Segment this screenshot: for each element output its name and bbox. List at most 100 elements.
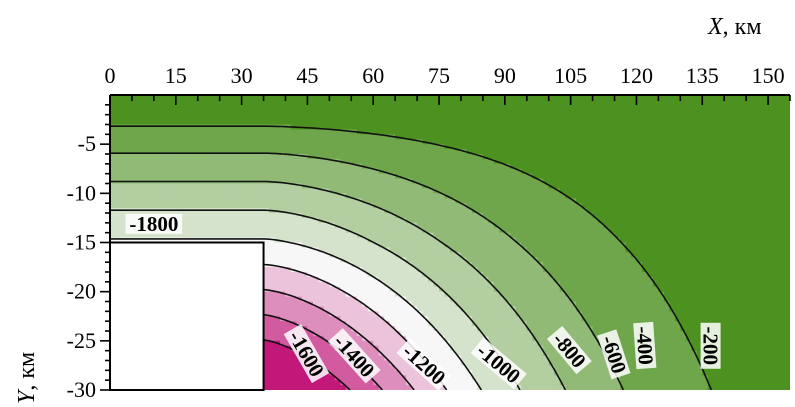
contour-fill-cell [356, 380, 363, 386]
contour-fill-cell [477, 380, 484, 386]
contour-fill-cell [318, 149, 325, 155]
contour-fill-cell [526, 242, 533, 249]
contour-fill-cell [526, 193, 533, 199]
contour-fill-cell [340, 252, 347, 258]
contour-fill-cell [345, 158, 352, 165]
contour-fill-cell [395, 188, 402, 194]
contour-fill-cell [301, 119, 309, 126]
contour-fill-cell [477, 267, 484, 273]
contour-fill-cell [450, 144, 457, 150]
contour-fill-cell [471, 129, 479, 135]
contour-fill-cell [378, 257, 385, 263]
contour-fill-cell [203, 99, 210, 106]
contour-fill-cell [164, 163, 171, 170]
contour-fill-cell [477, 247, 484, 253]
contour-fill-cell [422, 168, 429, 175]
contour-fill-cell [417, 286, 424, 293]
contour-fill-cell [378, 237, 385, 244]
contour-fill-cell [307, 104, 314, 111]
contour-fill-cell [241, 99, 248, 106]
contour-fill-cell [504, 291, 511, 298]
contour-fill-cell [515, 252, 522, 258]
contour-fill-cell [274, 360, 281, 367]
contour-fill-cell [120, 124, 128, 131]
contour-fill-cell [411, 124, 418, 131]
contour-fill-cell [252, 134, 259, 140]
contour-fill-cell [263, 247, 270, 253]
contour-fill-cell [406, 272, 413, 278]
contour-fill-cell [400, 208, 407, 214]
contour-fill-cell [296, 370, 303, 376]
contour-fill-cell [318, 109, 325, 116]
contour-fill-cell [499, 335, 506, 342]
contour-fill-cell [285, 163, 292, 170]
contour-fill-cell [164, 203, 171, 209]
contour-fill-cell [433, 262, 440, 268]
contour-fill-cell [263, 296, 270, 303]
contour-fill-cell [488, 252, 495, 258]
contour-fill-cell [537, 296, 544, 303]
contour-fill-cell [521, 380, 528, 386]
contour-fill-cell [362, 321, 369, 327]
contour-fill-cell [351, 316, 358, 322]
contour-fill-cell [433, 124, 440, 131]
contour-fill-cell [455, 149, 462, 155]
contour-fill-cell [504, 340, 511, 347]
contour-fill-cell [400, 188, 407, 194]
contour-fill-cell [290, 154, 298, 160]
contour-fill-cell [433, 109, 440, 116]
contour-fill-cell [170, 144, 177, 150]
contour-fill-cell [373, 109, 380, 116]
contour-fill-cell [460, 104, 468, 111]
contour-fill-cell [164, 237, 171, 244]
contour-fill-cell [510, 311, 517, 317]
contour-fill-cell [499, 232, 506, 239]
contour-fill-cell [312, 262, 319, 268]
contour-fill-cell [554, 296, 561, 303]
contour-fill-cell [186, 154, 193, 160]
contour-fill-cell [290, 301, 298, 308]
contour-fill-cell [510, 291, 517, 298]
contour-fill-cell [153, 149, 160, 155]
contour-fill-cell [559, 306, 566, 312]
contour-fill-cell [422, 242, 429, 249]
contour-fill-cell [170, 149, 177, 155]
contour-fill-cell [422, 232, 429, 239]
contour-fill-cell [312, 129, 319, 135]
contour-fill-cell [515, 104, 522, 111]
contour-fill-cell [455, 134, 462, 140]
contour-fill-cell [466, 114, 473, 121]
contour-fill-cell [285, 252, 292, 258]
contour-fill-cell [126, 104, 133, 111]
contour-fill-cell [406, 291, 413, 298]
contour-fill-cell [460, 158, 468, 165]
contour-fill-cell [197, 168, 204, 175]
contour-fill-cell [126, 173, 133, 180]
contour-fill-cell [537, 222, 544, 229]
contour-fill-cell [515, 276, 522, 283]
contour-fill-cell [362, 296, 369, 303]
contour-fill-cell [460, 227, 468, 234]
contour-fill-cell [307, 262, 314, 268]
contour-fill-cell [477, 331, 484, 337]
contour-fill-cell [362, 144, 369, 150]
contour-fill-cell [532, 247, 539, 253]
contour-fill-cell [329, 99, 336, 106]
contour-fill-cell [482, 385, 489, 390]
contour-fill-cell [455, 242, 462, 249]
contour-fill-cell [269, 252, 276, 258]
contour-fill-cell [296, 109, 303, 116]
contour-fill-cell [285, 114, 292, 121]
contour-fill-cell [510, 217, 517, 224]
contour-fill-cell [367, 95, 374, 101]
contour-fill-cell [460, 232, 468, 239]
contour-fill-cell [131, 104, 139, 111]
contour-fill-cell [548, 119, 555, 126]
contour-fill-cell [285, 183, 292, 190]
contour-fill-cell [548, 124, 555, 131]
contour-fill-cell [504, 237, 511, 244]
contour-fill-cell [455, 340, 462, 347]
contour-fill-cell [559, 129, 566, 135]
contour-fill-cell [214, 168, 221, 175]
contour-fill-cell [395, 286, 402, 293]
